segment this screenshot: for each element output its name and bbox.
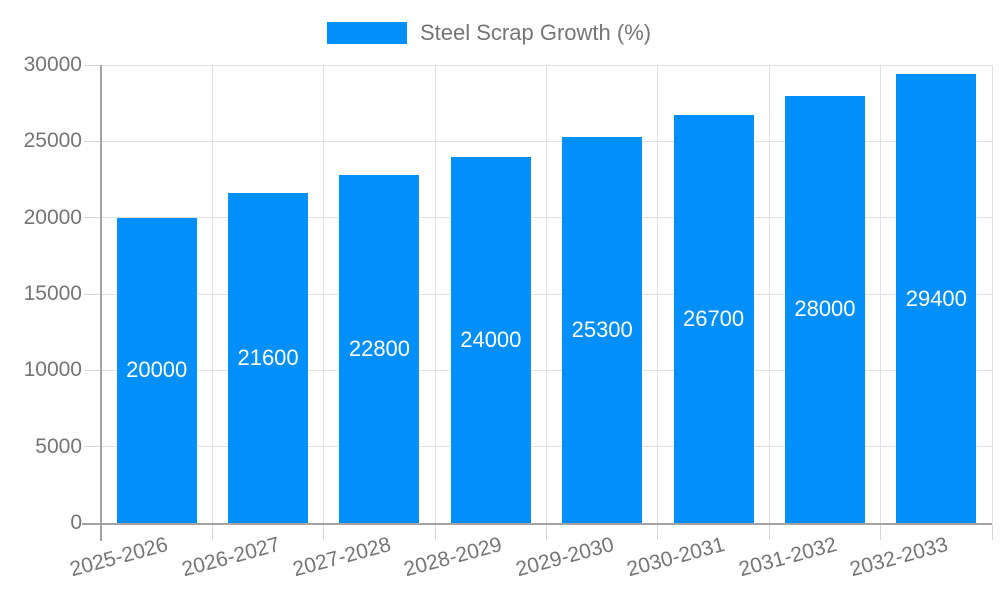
bar[interactable] bbox=[450, 156, 531, 523]
x-axis-label: 2032-2033 bbox=[847, 533, 951, 582]
x-axis-tick bbox=[991, 524, 993, 540]
bar[interactable] bbox=[339, 174, 420, 523]
x-axis-label: 2025-2026 bbox=[67, 533, 171, 582]
x-axis-label: 2026-2027 bbox=[179, 533, 283, 582]
y-axis-line bbox=[99, 65, 102, 541]
legend-label: Steel Scrap Growth (%) bbox=[420, 20, 652, 45]
bar[interactable] bbox=[228, 193, 309, 523]
x-gridline bbox=[991, 65, 993, 523]
x-axis-tick bbox=[211, 524, 213, 540]
y-axis-tick-label: 30000 bbox=[23, 53, 82, 76]
x-axis-tick bbox=[768, 524, 770, 540]
x-axis-line bbox=[82, 523, 992, 525]
x-gridline bbox=[880, 65, 882, 523]
y-axis-tick-label: 10000 bbox=[23, 358, 82, 382]
bar[interactable] bbox=[116, 217, 197, 523]
x-axis-tick bbox=[880, 524, 882, 540]
bar[interactable] bbox=[562, 136, 643, 523]
x-axis-label: 2030-2031 bbox=[624, 533, 728, 582]
bar[interactable] bbox=[784, 95, 865, 523]
legend-marker bbox=[327, 22, 407, 44]
x-axis-label: 2028-2029 bbox=[401, 533, 505, 582]
x-axis-tick bbox=[657, 524, 659, 540]
x-axis-tick bbox=[546, 524, 547, 540]
x-gridline bbox=[323, 65, 325, 523]
y-axis-tick bbox=[84, 64, 101, 66]
bar[interactable] bbox=[673, 115, 754, 523]
x-gridline bbox=[657, 65, 659, 523]
x-gridline bbox=[434, 65, 436, 523]
y-axis-tick bbox=[84, 369, 101, 371]
x-axis-label: 2031-2032 bbox=[735, 533, 839, 582]
x-gridline bbox=[546, 65, 547, 523]
chart-legend[interactable]: Steel Scrap Growth (%) bbox=[327, 20, 651, 46]
y-axis-tick-label: 25000 bbox=[23, 129, 82, 153]
y-axis-tick-label: 5000 bbox=[35, 434, 82, 458]
y-axis-tick bbox=[84, 217, 101, 219]
x-axis-tick bbox=[323, 524, 325, 540]
bar[interactable] bbox=[896, 74, 977, 523]
x-axis-label: 2027-2028 bbox=[290, 533, 394, 582]
x-axis-tick bbox=[434, 524, 436, 540]
y-axis-tick-label: 20000 bbox=[23, 205, 82, 229]
y-axis-tick bbox=[84, 140, 101, 142]
y-axis-tick bbox=[84, 293, 101, 295]
x-gridline bbox=[768, 65, 770, 523]
y-axis-tick-label: 15000 bbox=[23, 282, 82, 305]
x-axis-label: 2029-2030 bbox=[513, 533, 617, 582]
x-gridline bbox=[211, 65, 213, 523]
y-axis-tick-label: 0 bbox=[70, 511, 82, 534]
y-axis-tick bbox=[84, 446, 101, 448]
